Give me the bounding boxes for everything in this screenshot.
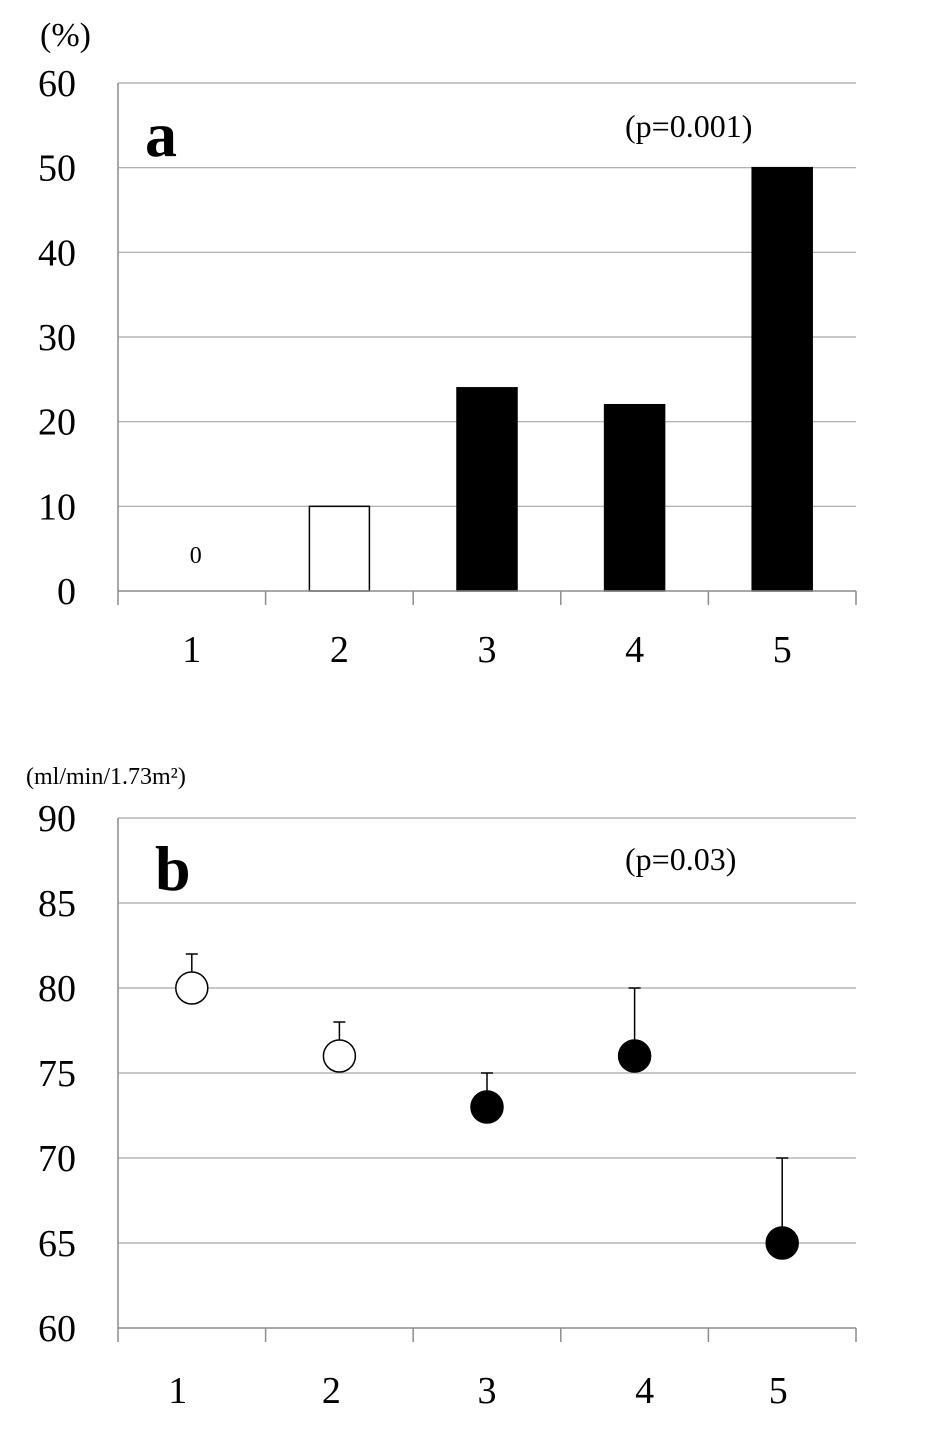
- y-tick-label: 70: [38, 1138, 76, 1180]
- panel-b-axes: [117, 818, 857, 1342]
- panel-b-x-tick-labels: 1 2 3 4 5: [168, 1370, 787, 1412]
- panel-a-axes: [117, 83, 857, 605]
- data-point: [175, 971, 209, 1005]
- x-tick-label: 4: [635, 1370, 654, 1412]
- x-tick-label: 2: [330, 629, 349, 671]
- data-point: [470, 1090, 504, 1124]
- y-tick-label: 30: [38, 317, 76, 359]
- panel-a-bar-chart: (%) a (p=0.001) 0 10 20 30 40 50 60 1 2 3 4 5 0: [38, 17, 857, 671]
- panel-b-p-value: (p=0.03): [625, 841, 736, 877]
- panel-b-gridlines: [118, 817, 856, 1244]
- panel-a-p-value: (p=0.001): [625, 108, 752, 144]
- panel-a-y-tick-labels: 0 10 20 30 40 50 60: [38, 63, 76, 613]
- panel-a-gridlines: [118, 82, 856, 507]
- panel-b-markers: [175, 971, 799, 1260]
- y-tick-label: 40: [38, 232, 76, 274]
- y-tick-label: 0: [57, 571, 76, 613]
- y-tick-label: 90: [38, 798, 76, 840]
- data-point: [765, 1226, 799, 1260]
- bar: [308, 505, 371, 592]
- y-tick-label: 60: [38, 63, 76, 105]
- x-tick-label: 3: [478, 1370, 497, 1412]
- x-tick-label: 3: [478, 629, 497, 671]
- x-tick-label: 5: [769, 1370, 788, 1412]
- y-tick-label: 75: [38, 1053, 76, 1095]
- panel-a-data-labels: 0: [190, 543, 202, 569]
- bar: [456, 387, 518, 592]
- y-tick-label: 20: [38, 402, 76, 444]
- data-point: [322, 1039, 357, 1073]
- x-tick-label: 2: [322, 1370, 341, 1412]
- bar-data-label: 0: [190, 543, 202, 569]
- y-tick-label: 50: [38, 148, 76, 190]
- x-tick-label: 4: [625, 629, 644, 671]
- y-tick-label: 10: [38, 486, 76, 528]
- panel-a-letter: a: [145, 99, 177, 170]
- x-tick-label: 1: [168, 1370, 187, 1412]
- panel-b-letter: b: [155, 833, 191, 904]
- panel-a-x-tick-labels: 1 2 3 4 5: [182, 629, 791, 671]
- x-tick-label: 5: [773, 629, 792, 671]
- panel-a-bars: [308, 166, 813, 592]
- data-point: [617, 1039, 652, 1073]
- panel-b-y-tick-labels: 60 65 70 75 80 85 90: [38, 798, 76, 1350]
- bar: [603, 403, 666, 592]
- y-tick-label: 85: [38, 883, 76, 925]
- y-tick-label: 80: [38, 968, 76, 1010]
- panel-a-y-axis-unit: (%): [40, 17, 91, 54]
- panel-b-scatter-chart: (ml/min/1.73m²) b (p=0.03) 60 65 70 75 80 85 9…: [26, 764, 857, 1412]
- x-tick-label: 1: [182, 629, 201, 671]
- bar: [751, 166, 813, 592]
- panel-b-y-axis-unit: (ml/min/1.73m²): [26, 764, 186, 790]
- y-tick-label: 60: [38, 1308, 76, 1350]
- y-tick-label: 65: [38, 1223, 76, 1265]
